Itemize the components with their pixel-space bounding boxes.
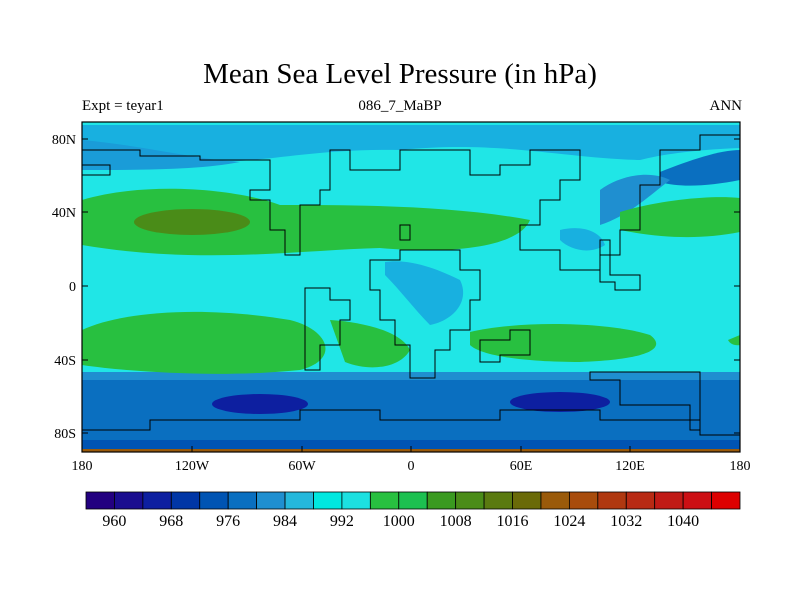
- period-label: 086_7_MaBP: [358, 98, 442, 114]
- colorbar-swatch: [625, 491, 656, 510]
- axis-ticks: [82, 138, 740, 452]
- colorbar-label: 1016: [497, 513, 529, 530]
- colorbar-swatch: [597, 491, 627, 510]
- colorbar-swatch: [284, 491, 314, 510]
- lon-label: 120W: [175, 459, 210, 474]
- south-pacific-high: [82, 311, 326, 374]
- lat-label: 80S: [54, 427, 76, 442]
- african-low: [385, 261, 464, 325]
- colorbar-swatch: [682, 491, 712, 510]
- north-atlantic-low: [660, 150, 740, 186]
- experiment-label: Expt = teyar1: [82, 98, 164, 114]
- season-label: ANN: [709, 98, 743, 114]
- lat-label: 80N: [52, 133, 76, 148]
- lon-label: 180: [730, 459, 751, 474]
- colorbar-label: 1040: [667, 513, 699, 530]
- colorbar-swatch: [512, 491, 542, 510]
- lon-label: 0: [408, 459, 415, 474]
- lon-label: 120E: [615, 459, 645, 474]
- edge-high: [728, 335, 740, 346]
- colorbar-swatch: [426, 491, 457, 510]
- colorbar-swatch: [227, 491, 258, 510]
- asia-low-region: [600, 174, 670, 225]
- colorbar-swatch: [654, 491, 684, 510]
- lat-label: 40S: [54, 354, 76, 369]
- colorbar-swatch: [313, 491, 343, 510]
- colorbar-label: 976: [216, 513, 240, 530]
- colorbar-swatch: [540, 491, 570, 510]
- pacific-high-core: [134, 209, 250, 235]
- longitude-labels: 180 120W 60W 0 60E 120E 180: [72, 459, 751, 474]
- colorbar-swatch: [114, 491, 144, 510]
- colorbar-swatch: [398, 491, 428, 510]
- colorbar-label: 1024: [553, 513, 585, 530]
- colorbar-swatch: [256, 491, 286, 510]
- south-pacific-trough: [212, 394, 308, 414]
- colorbar-labels: 960 968 976 984 992 1000 1008 1016 1024 1032 1040: [102, 513, 699, 530]
- south-indian-high: [470, 324, 657, 362]
- colorbar-swatch: [199, 491, 229, 510]
- pressure-map: [81, 121, 741, 453]
- colorbar-swatch: [85, 491, 115, 510]
- southern-low-core: [82, 380, 740, 445]
- colorbar-swatch: [170, 491, 201, 510]
- colorbar-label: 1008: [440, 513, 472, 530]
- colorbar-label: 968: [159, 513, 183, 530]
- colorbar-label: 992: [330, 513, 354, 530]
- colorbar-swatch: [483, 491, 513, 510]
- arctic-low-band: [82, 125, 740, 162]
- coastlines: [82, 134, 740, 436]
- south-atlantic-high: [330, 320, 410, 368]
- north-atlantic-high: [620, 197, 740, 238]
- lon-label: 180: [72, 459, 93, 474]
- lat-label: 0: [69, 280, 76, 295]
- colorbar-swatch: [142, 491, 172, 510]
- colorbar-swatch: [568, 491, 599, 510]
- latitude-labels: 80N 40N 0 40S 80S: [52, 133, 76, 442]
- colorbar-label: 1000: [383, 513, 415, 530]
- colorbar-swatch: [369, 491, 400, 510]
- colorbar-swatch: [711, 491, 741, 510]
- north-pacific-low: [82, 140, 240, 170]
- colorbar: [85, 491, 741, 510]
- lon-label: 60W: [288, 459, 316, 474]
- colorbar-swatch: [341, 491, 371, 510]
- lon-label: 60E: [510, 459, 533, 474]
- colorbar-label: 1032: [610, 513, 642, 530]
- south-indian-trough: [510, 392, 610, 412]
- lat-label: 40N: [52, 206, 76, 221]
- north-subtropical-high: [82, 188, 530, 256]
- colorbar-label: 984: [273, 513, 297, 530]
- tibet-low: [560, 228, 605, 251]
- map-title: Mean Sea Level Pressure (in hPa): [203, 58, 597, 90]
- colorbar-label: 960: [102, 513, 126, 530]
- colorbar-swatch: [455, 491, 485, 510]
